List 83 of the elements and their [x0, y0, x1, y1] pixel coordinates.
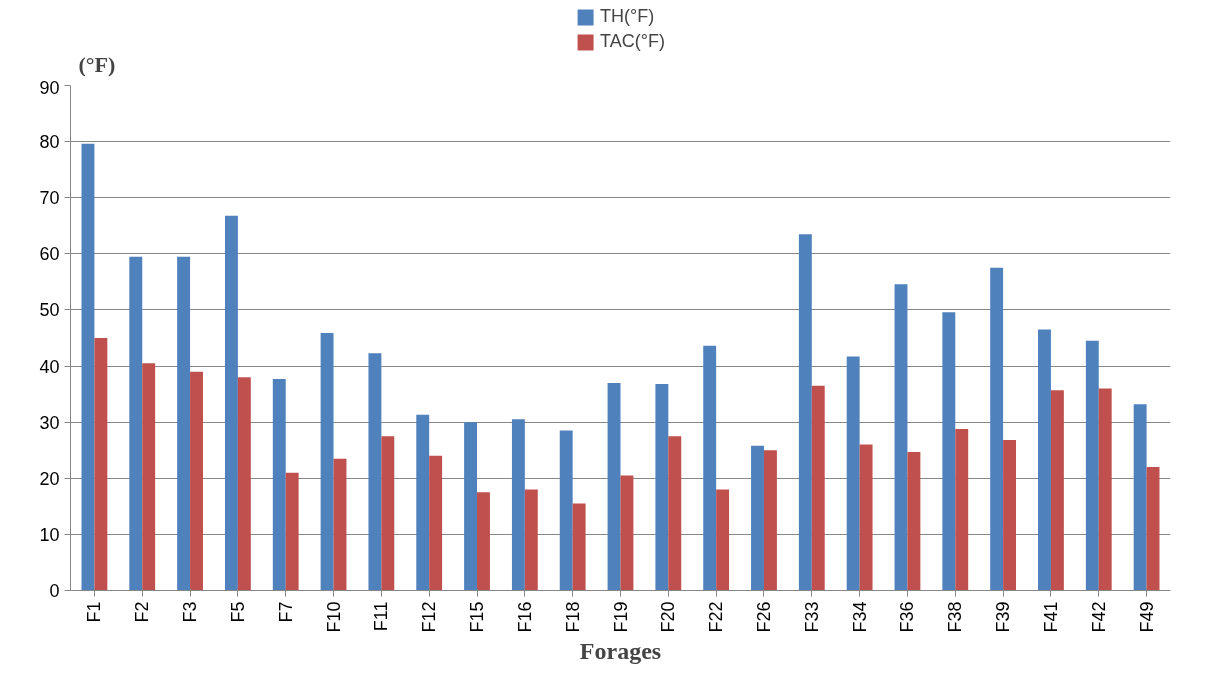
x-tick-label: F34 — [849, 601, 870, 633]
x-tick-label: F42 — [1088, 601, 1109, 633]
bar — [177, 256, 191, 591]
bar — [1038, 329, 1051, 591]
bar — [477, 492, 490, 591]
bar — [751, 445, 764, 591]
bar — [942, 312, 956, 591]
bar — [811, 385, 825, 591]
bar — [81, 143, 95, 591]
bar — [524, 489, 538, 591]
y-tick-label: 10 — [39, 524, 60, 545]
y-tick-label: 50 — [39, 300, 60, 321]
bar — [798, 234, 812, 591]
x-tick-label: F1 — [84, 601, 105, 623]
bar — [620, 475, 634, 591]
bar — [572, 503, 586, 591]
bar — [511, 419, 525, 591]
x-tick-label: F36 — [897, 601, 918, 633]
bar — [1133, 404, 1147, 591]
x-tick-label: F15 — [467, 601, 488, 633]
bar — [320, 332, 334, 591]
bar — [129, 256, 143, 591]
x-tick-label: F3 — [180, 601, 201, 623]
x-tick-label: F41 — [1040, 601, 1061, 633]
bar — [846, 356, 860, 591]
bar — [1085, 340, 1099, 591]
bar — [607, 382, 621, 591]
bar — [416, 414, 430, 591]
y-tick-label: 70 — [39, 188, 60, 209]
bar — [285, 472, 299, 591]
bar — [1146, 467, 1160, 591]
x-tick-label: F20 — [658, 601, 679, 633]
bar — [990, 267, 1004, 591]
bar — [559, 430, 573, 591]
x-tick-label: F5 — [227, 601, 248, 623]
x-tick-label: F49 — [1136, 601, 1157, 633]
bar — [955, 428, 969, 591]
x-tick-label: F26 — [753, 601, 774, 633]
bar — [368, 353, 382, 591]
bar — [429, 455, 443, 591]
bar — [190, 371, 203, 591]
bar — [333, 458, 347, 591]
y-tick-label: 30 — [39, 412, 60, 433]
bar — [272, 378, 286, 591]
bar — [716, 489, 730, 591]
x-tick-label: F16 — [514, 601, 535, 633]
x-tick-label: F33 — [801, 601, 822, 633]
bar — [94, 338, 108, 591]
y-tick-label: 40 — [39, 356, 60, 377]
y-tick-label: 80 — [39, 132, 60, 153]
bar — [907, 451, 921, 591]
x-tick-label: F22 — [706, 601, 727, 633]
y-tick-label: 90 — [39, 77, 60, 98]
x-tick-label: F12 — [419, 601, 440, 633]
y-tick-label: 20 — [39, 468, 60, 489]
x-tick-label: F2 — [132, 601, 153, 623]
bar — [703, 345, 717, 591]
x-tick-label: F38 — [945, 601, 966, 633]
bar — [1003, 440, 1017, 591]
x-tick-label: F18 — [562, 601, 583, 633]
bar — [668, 436, 682, 591]
y-axis-title: (°F) — [78, 51, 116, 77]
x-tick-label: F7 — [275, 601, 296, 623]
x-tick-label: F10 — [323, 601, 344, 633]
legend-label: TAC(°F) — [600, 31, 665, 52]
legend-label: TH(°F) — [600, 6, 655, 27]
y-tick-label: 60 — [39, 244, 60, 265]
x-axis-title: Forages — [579, 637, 662, 664]
bar — [237, 377, 251, 591]
bar — [464, 422, 478, 591]
bar — [763, 450, 777, 591]
x-tick-label: F11 — [371, 601, 392, 632]
x-tick-label: F39 — [993, 601, 1014, 633]
bar — [894, 284, 908, 591]
bar — [859, 444, 873, 591]
bar — [381, 436, 395, 591]
bar — [142, 363, 156, 591]
x-tick-label: F19 — [610, 601, 631, 633]
bar — [655, 384, 669, 591]
y-tick-label: 0 — [49, 581, 60, 601]
bar — [224, 215, 238, 591]
bar — [1050, 390, 1064, 591]
bar — [1098, 388, 1112, 591]
